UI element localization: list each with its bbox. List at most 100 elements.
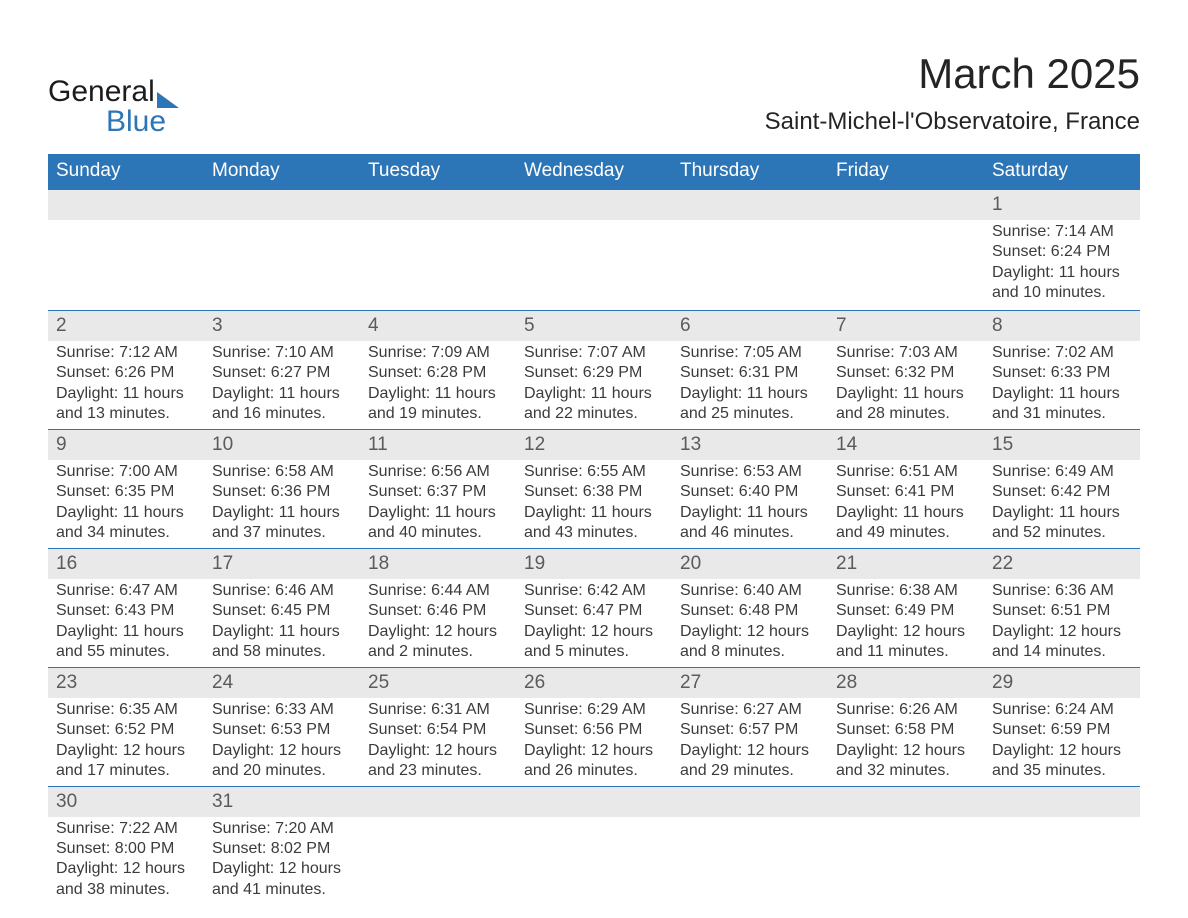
sunrise-line: Sunrise: 6:58 AM (212, 462, 352, 482)
day-detail-cell (204, 220, 360, 311)
daylight-line: Daylight: 11 hours and 28 minutes. (836, 384, 976, 425)
daylight-line: Daylight: 11 hours and 37 minutes. (212, 503, 352, 544)
day-detail-cell: Sunrise: 6:55 AMSunset: 6:38 PMDaylight:… (516, 460, 672, 548)
sunset-line: Sunset: 6:53 PM (212, 720, 352, 740)
day-detail-cell: Sunrise: 6:38 AMSunset: 6:49 PMDaylight:… (828, 579, 984, 667)
day-detail-cell (828, 817, 984, 905)
day-number-cell: 3 (204, 311, 360, 342)
sunset-line: Sunset: 6:56 PM (524, 720, 664, 740)
day-detail-cell: Sunrise: 6:49 AMSunset: 6:42 PMDaylight:… (984, 460, 1140, 548)
daylight-line: Daylight: 11 hours and 34 minutes. (56, 503, 196, 544)
daylight-line: Daylight: 11 hours and 10 minutes. (992, 263, 1132, 304)
day-detail-cell: Sunrise: 7:12 AMSunset: 6:26 PMDaylight:… (48, 341, 204, 429)
day-number-cell (672, 190, 828, 221)
day-number-cell: 8 (984, 311, 1140, 342)
day-detail-cell: Sunrise: 6:36 AMSunset: 6:51 PMDaylight:… (984, 579, 1140, 667)
day-detail-cell: Sunrise: 6:47 AMSunset: 6:43 PMDaylight:… (48, 579, 204, 667)
day-number-cell (516, 190, 672, 221)
daylight-line: Daylight: 12 hours and 41 minutes. (212, 859, 352, 900)
sunset-line: Sunset: 6:37 PM (368, 482, 508, 502)
sunrise-line: Sunrise: 7:07 AM (524, 343, 664, 363)
sunset-line: Sunset: 6:35 PM (56, 482, 196, 502)
daylight-line: Daylight: 11 hours and 46 minutes. (680, 503, 820, 544)
week-detail-row: Sunrise: 7:14 AMSunset: 6:24 PMDaylight:… (48, 220, 1140, 311)
day-detail-cell: Sunrise: 6:42 AMSunset: 6:47 PMDaylight:… (516, 579, 672, 667)
day-number-cell: 26 (516, 667, 672, 698)
day-number-cell: 27 (672, 667, 828, 698)
daylight-line: Daylight: 11 hours and 22 minutes. (524, 384, 664, 425)
week-daynum-row: 2345678 (48, 311, 1140, 342)
sunset-line: Sunset: 6:42 PM (992, 482, 1132, 502)
sunset-line: Sunset: 6:26 PM (56, 363, 196, 383)
sunrise-line: Sunrise: 7:10 AM (212, 343, 352, 363)
week-daynum-row: 1 (48, 190, 1140, 221)
sunrise-line: Sunrise: 6:46 AM (212, 581, 352, 601)
brand-line2: Blue (48, 108, 179, 135)
day-number-cell: 21 (828, 548, 984, 579)
day-detail-cell: Sunrise: 6:26 AMSunset: 6:58 PMDaylight:… (828, 698, 984, 786)
sunset-line: Sunset: 6:28 PM (368, 363, 508, 383)
week-daynum-row: 23242526272829 (48, 667, 1140, 698)
location: Saint-Michel-l'Observatoire, France (765, 108, 1140, 136)
week-detail-row: Sunrise: 7:12 AMSunset: 6:26 PM Daylight:… (48, 341, 1140, 429)
day-detail-cell (984, 817, 1140, 905)
day-number-cell (672, 786, 828, 817)
sunrise-line: Sunrise: 6:36 AM (992, 581, 1132, 601)
day-number-cell: 15 (984, 429, 1140, 460)
daylight-line: Daylight: 11 hours and 31 minutes. (992, 384, 1132, 425)
day-number-cell: 31 (204, 786, 360, 817)
day-detail-cell: Sunrise: 7:03 AMSunset: 6:32 PMDaylight:… (828, 341, 984, 429)
sunrise-line: Sunrise: 6:40 AM (680, 581, 820, 601)
daylight-line: Daylight: 12 hours and 8 minutes. (680, 622, 820, 663)
daylight-line: Daylight: 12 hours and 29 minutes. (680, 741, 820, 782)
sunrise-line: Sunrise: 7:02 AM (992, 343, 1132, 363)
day-detail-cell: Sunrise: 7:14 AMSunset: 6:24 PMDaylight:… (984, 220, 1140, 311)
day-detail-cell: Sunrise: 6:51 AMSunset: 6:41 PMDaylight:… (828, 460, 984, 548)
sunrise-line: Sunrise: 7:00 AM (56, 462, 196, 482)
daylight-line: Daylight: 11 hours and 58 minutes. (212, 622, 352, 663)
day-number-cell: 11 (360, 429, 516, 460)
daylight-line: Daylight: 12 hours and 26 minutes. (524, 741, 664, 782)
day-header: Saturday (984, 154, 1140, 190)
day-number-cell: 29 (984, 667, 1140, 698)
day-number-cell: 30 (48, 786, 204, 817)
sunrise-line: Sunrise: 6:27 AM (680, 700, 820, 720)
day-number-cell: 4 (360, 311, 516, 342)
day-number-cell (48, 190, 204, 221)
sunset-line: Sunset: 6:48 PM (680, 601, 820, 621)
sunrise-line: Sunrise: 7:05 AM (680, 343, 820, 363)
week-detail-row: Sunrise: 6:35 AMSunset: 6:52 PMDaylight:… (48, 698, 1140, 786)
day-detail-cell: Sunrise: 6:35 AMSunset: 6:52 PMDaylight:… (48, 698, 204, 786)
day-header: Wednesday (516, 154, 672, 190)
week-daynum-row: 3031 (48, 786, 1140, 817)
header: General Blue March 2025 Saint-Michel-l'O… (48, 50, 1140, 136)
calendar-page: General Blue March 2025 Saint-Michel-l'O… (0, 0, 1188, 918)
day-number-cell: 24 (204, 667, 360, 698)
day-detail-cell: Sunrise: 7:09 AMSunset: 6:28 PMDaylight:… (360, 341, 516, 429)
daylight-line: Daylight: 12 hours and 23 minutes. (368, 741, 508, 782)
daylight-line: Daylight: 11 hours and 16 minutes. (212, 384, 352, 425)
sunset-line: Sunset: 8:02 PM (212, 839, 352, 859)
day-number-cell: 9 (48, 429, 204, 460)
day-detail-cell: Sunrise: 6:40 AMSunset: 6:48 PMDaylight:… (672, 579, 828, 667)
week-detail-row: Sunrise: 6:47 AMSunset: 6:43 PMDaylight:… (48, 579, 1140, 667)
sunrise-line: Sunrise: 7:12 AM (56, 343, 196, 363)
week-daynum-row: 9101112131415 (48, 429, 1140, 460)
sunset-line: Sunset: 6:52 PM (56, 720, 196, 740)
sunset-line: Sunset: 6:57 PM (680, 720, 820, 740)
week-detail-row: Sunrise: 7:22 AMSunset: 8:00 PMDaylight:… (48, 817, 1140, 905)
day-detail-cell: Sunrise: 7:10 AMSunset: 6:27 PMDaylight:… (204, 341, 360, 429)
daylight-line: Daylight: 11 hours and 19 minutes. (368, 384, 508, 425)
day-detail-cell: Sunrise: 6:27 AMSunset: 6:57 PMDaylight:… (672, 698, 828, 786)
sunset-line: Sunset: 8:00 PM (56, 839, 196, 859)
calendar-table: SundayMondayTuesdayWednesdayThursdayFrid… (48, 154, 1140, 904)
day-number-cell: 13 (672, 429, 828, 460)
daylight-line: Daylight: 11 hours and 40 minutes. (368, 503, 508, 544)
day-number-cell: 12 (516, 429, 672, 460)
sunrise-line: Sunrise: 6:31 AM (368, 700, 508, 720)
sunset-line: Sunset: 6:49 PM (836, 601, 976, 621)
day-detail-cell (672, 817, 828, 905)
day-number-cell: 14 (828, 429, 984, 460)
day-detail-cell (672, 220, 828, 311)
day-detail-cell: Sunrise: 6:44 AMSunset: 6:46 PMDaylight:… (360, 579, 516, 667)
